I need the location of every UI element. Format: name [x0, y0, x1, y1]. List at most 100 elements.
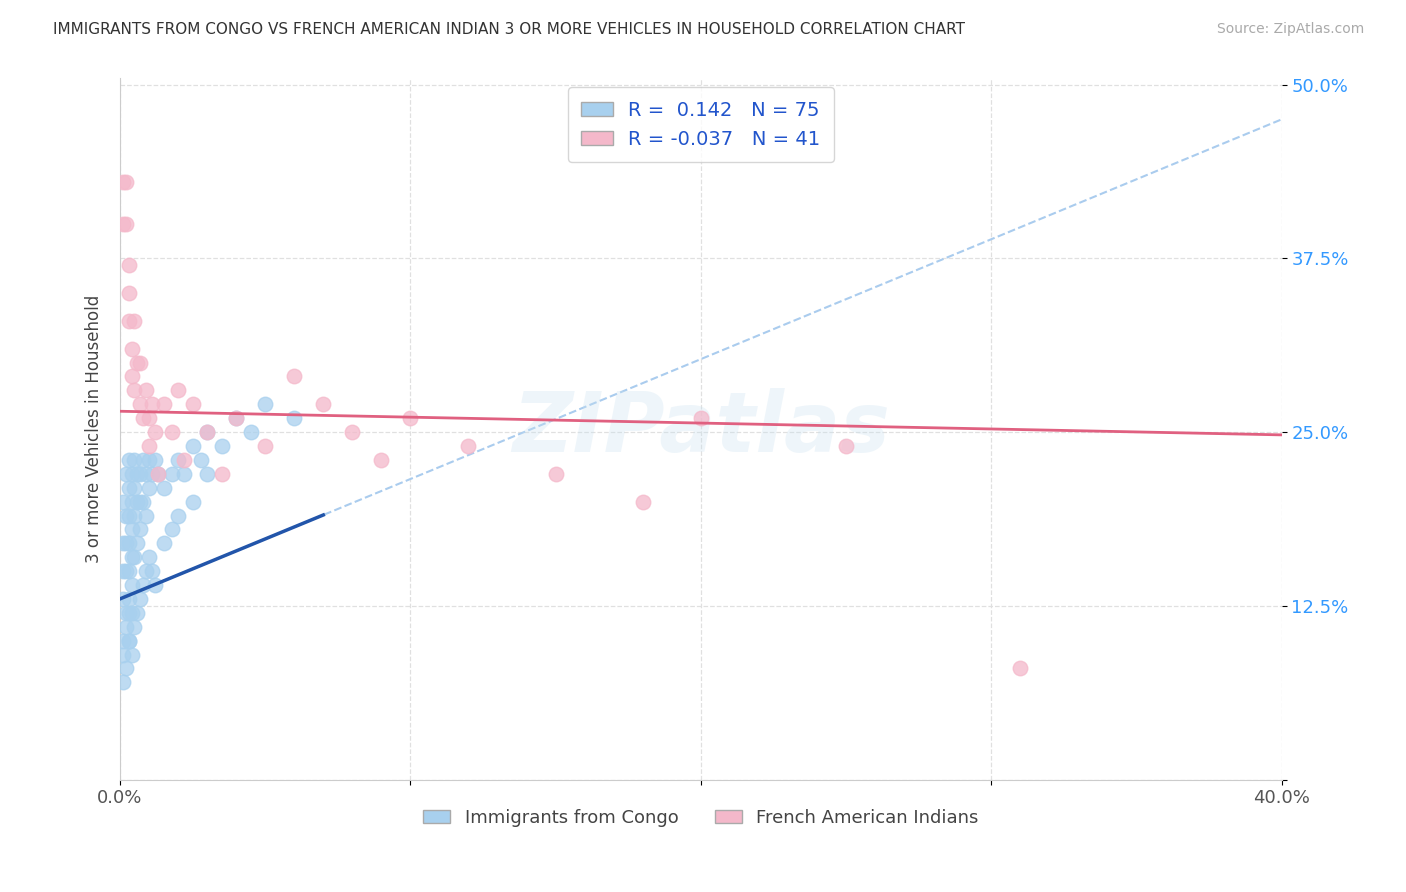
- Point: [152, 536, 174, 550]
- Point: [129, 591, 152, 606]
- Point: [370, 453, 392, 467]
- Point: [124, 384, 146, 398]
- Point: [132, 578, 155, 592]
- Point: [118, 508, 141, 523]
- Point: [124, 481, 146, 495]
- Point: [111, 591, 134, 606]
- Point: [114, 175, 136, 189]
- Point: [118, 536, 141, 550]
- Point: [114, 564, 136, 578]
- Point: [195, 425, 218, 439]
- Point: [283, 369, 305, 384]
- Point: [181, 494, 204, 508]
- Point: [141, 467, 163, 481]
- Point: [254, 397, 277, 411]
- Point: [124, 453, 146, 467]
- Point: [152, 481, 174, 495]
- Point: [167, 453, 190, 467]
- Point: [138, 550, 160, 565]
- Point: [132, 453, 155, 467]
- Point: [114, 661, 136, 675]
- Point: [111, 675, 134, 690]
- Text: IMMIGRANTS FROM CONGO VS FRENCH AMERICAN INDIAN 3 OR MORE VEHICLES IN HOUSEHOLD : IMMIGRANTS FROM CONGO VS FRENCH AMERICAN…: [53, 22, 966, 37]
- Point: [162, 425, 184, 439]
- Point: [132, 411, 155, 425]
- Point: [121, 550, 143, 565]
- Point: [118, 453, 141, 467]
- Point: [114, 606, 136, 620]
- Point: [121, 342, 143, 356]
- Point: [127, 536, 149, 550]
- Point: [111, 175, 134, 189]
- Point: [118, 481, 141, 495]
- Point: [135, 564, 157, 578]
- Point: [118, 286, 141, 301]
- Point: [399, 411, 422, 425]
- Point: [239, 425, 262, 439]
- Point: [1010, 661, 1032, 675]
- Point: [181, 397, 204, 411]
- Point: [211, 439, 233, 453]
- Point: [135, 508, 157, 523]
- Point: [111, 217, 134, 231]
- Point: [121, 467, 143, 481]
- Point: [118, 591, 141, 606]
- Point: [129, 494, 152, 508]
- Point: [127, 467, 149, 481]
- Point: [138, 453, 160, 467]
- Point: [138, 439, 160, 453]
- Point: [141, 564, 163, 578]
- Point: [118, 258, 141, 272]
- Point: [118, 564, 141, 578]
- Point: [121, 523, 143, 537]
- Point: [195, 425, 218, 439]
- Point: [283, 411, 305, 425]
- Point: [173, 467, 195, 481]
- Point: [124, 620, 146, 634]
- Point: [124, 314, 146, 328]
- Point: [312, 397, 335, 411]
- Point: [225, 411, 247, 425]
- Point: [162, 467, 184, 481]
- Text: ZIPatlas: ZIPatlas: [512, 388, 890, 469]
- Point: [118, 606, 141, 620]
- Point: [111, 648, 134, 662]
- Legend: Immigrants from Congo, French American Indians: Immigrants from Congo, French American I…: [416, 801, 986, 834]
- Point: [342, 425, 364, 439]
- Point: [152, 397, 174, 411]
- Point: [129, 467, 152, 481]
- Point: [211, 467, 233, 481]
- Point: [127, 494, 149, 508]
- Point: [111, 494, 134, 508]
- Point: [195, 467, 218, 481]
- Y-axis label: 3 or more Vehicles in Household: 3 or more Vehicles in Household: [86, 294, 103, 563]
- Point: [118, 633, 141, 648]
- Point: [118, 314, 141, 328]
- Point: [225, 411, 247, 425]
- Point: [111, 536, 134, 550]
- Point: [835, 439, 858, 453]
- Point: [121, 494, 143, 508]
- Point: [121, 578, 143, 592]
- Point: [127, 356, 149, 370]
- Point: [138, 411, 160, 425]
- Point: [135, 467, 157, 481]
- Point: [121, 369, 143, 384]
- Point: [135, 384, 157, 398]
- Point: [146, 467, 169, 481]
- Point: [254, 439, 277, 453]
- Point: [143, 425, 166, 439]
- Point: [124, 550, 146, 565]
- Point: [124, 508, 146, 523]
- Point: [162, 523, 184, 537]
- Point: [689, 411, 711, 425]
- Point: [167, 384, 190, 398]
- Point: [141, 397, 163, 411]
- Point: [121, 606, 143, 620]
- Text: Source: ZipAtlas.com: Source: ZipAtlas.com: [1216, 22, 1364, 37]
- Point: [167, 508, 190, 523]
- Point: [114, 620, 136, 634]
- Point: [121, 648, 143, 662]
- Point: [114, 467, 136, 481]
- Point: [114, 536, 136, 550]
